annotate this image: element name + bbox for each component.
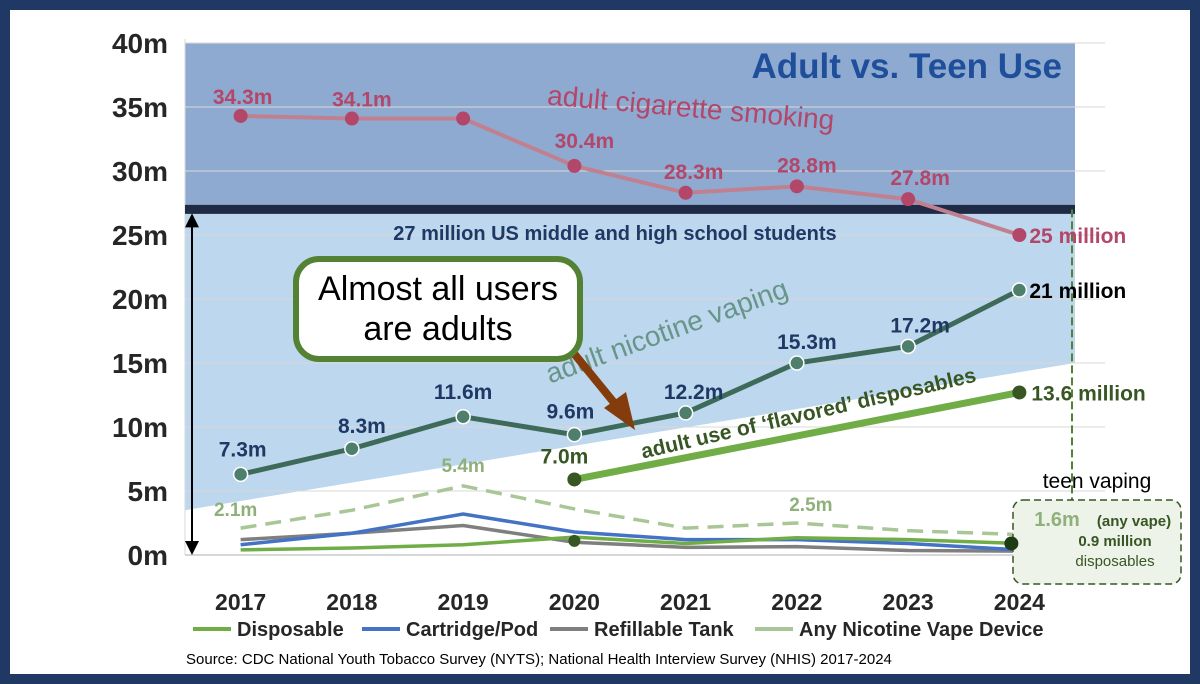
- adult-vaping-data-label: 17.2m: [890, 314, 950, 337]
- adult-vaping-data-label: 8.3m: [338, 415, 386, 438]
- adult-vaping-data-label: 21 million: [1029, 280, 1126, 303]
- adult-vaping-point: [232, 466, 249, 483]
- y-tick-label: 20m: [112, 284, 168, 315]
- adult-vaping-data-label: 12.2m: [664, 381, 724, 404]
- adult-smoking-data-label: 27.8m: [890, 167, 950, 190]
- x-tick-label: 2022: [771, 589, 822, 615]
- chart-frame: 0m 5m 10m 15m 20m 25m 30m 35m 40m 2017 2018 2019 202…: [10, 10, 1190, 674]
- x-tick-label: 2024: [994, 589, 1045, 615]
- adult-smoking-point: [456, 111, 471, 126]
- chart-svg: 0m 5m 10m 15m 20m 25m 30m 35m 40m 2017 2018 2019 202…: [112, 28, 1182, 641]
- x-tick-label: 2020: [549, 589, 600, 615]
- adult-smoking-point: [901, 192, 916, 207]
- any-vape-data-label: 5.4m: [441, 456, 484, 477]
- x-tick-label: 2018: [326, 589, 377, 615]
- y-tick-label: 10m: [112, 412, 168, 443]
- legend-label: Refillable Tank: [594, 619, 735, 641]
- y-tick-label: 25m: [112, 220, 168, 251]
- x-tick-label: 2021: [660, 589, 711, 615]
- adult-smoking-point: [344, 111, 359, 126]
- legend-label: Disposable: [237, 619, 344, 641]
- adult-smoking-point: [567, 158, 582, 173]
- students-label: 27 million US middle and high school stu…: [393, 223, 836, 245]
- any-vape-data-label: 1.6m: [1034, 509, 1080, 531]
- adult-smoking-point: [1012, 228, 1027, 242]
- adult-smoking-point: [678, 185, 693, 200]
- range-arrow-head-top: [185, 213, 199, 228]
- flavored-disposables-point: [567, 472, 582, 487]
- teen-vaping-box: [1012, 499, 1182, 585]
- legend-label: Any Nicotine Vape Device: [799, 619, 1044, 641]
- flavored-disposables-data-label: 13.6 million: [1031, 382, 1145, 405]
- adult-smoking-data-label: 30.4m: [555, 130, 615, 153]
- x-tick-label: 2017: [215, 589, 266, 615]
- adult-vaping-point: [900, 338, 916, 355]
- adult-vaping-data-label: 9.6m: [546, 401, 594, 424]
- disposable-data-label: disposables: [1075, 553, 1154, 570]
- adult-vaping-data-label: 7.3m: [219, 438, 267, 461]
- range-arrow-head-bottom: [185, 541, 199, 555]
- adult-vaping-point: [677, 405, 694, 421]
- disposable-point: [568, 534, 581, 547]
- any-vape-data-label: 2.1m: [214, 500, 257, 521]
- series-line-refillable-tank: [240, 523, 1020, 553]
- y-tick-label: 15m: [112, 348, 168, 379]
- disposable-point: [1004, 536, 1019, 551]
- adult-smoking-data-label: 34.1m: [332, 89, 392, 112]
- callout-box: Almost all users are adults: [293, 256, 583, 362]
- any-vape-tag: (any vape): [1097, 513, 1171, 530]
- adult-vaping-data-label: 15.3m: [777, 331, 837, 354]
- disposable-data-label: 0.9 million: [1078, 533, 1151, 550]
- series-line-flavored-disposables: [573, 389, 1021, 483]
- any-vape-data-label: 2.5m: [789, 495, 832, 516]
- y-tick-label: 40m: [112, 28, 168, 59]
- adult-vaping-point: [455, 409, 471, 425]
- adult-smoking-point: [233, 108, 248, 123]
- adult-smoking-data-label: 34.3m: [213, 86, 273, 109]
- adult-vaping-data-label: 11.6m: [434, 381, 492, 404]
- legend-label: Cartridge/Pod: [406, 619, 538, 641]
- source-note: Source: CDC National Youth Tobacco Surve…: [186, 651, 892, 668]
- x-tick-label: 2019: [438, 589, 489, 615]
- flavored-disposables-data-label: 7.0m: [540, 445, 588, 468]
- series-line-disposable: [240, 535, 1020, 552]
- adult-vaping-point: [344, 441, 360, 457]
- teen-vaping-label: teen vaping: [1043, 470, 1152, 493]
- adult-smoking-data-label: 28.3m: [664, 161, 724, 184]
- adult-vaping-point: [566, 426, 583, 443]
- y-tick-label: 35m: [112, 92, 168, 123]
- adult-vaping-point: [1011, 282, 1028, 298]
- adult-smoking-data-label: 28.8m: [777, 154, 837, 177]
- adult-smoking-point: [789, 179, 804, 194]
- flavored-disposables-point: [1012, 385, 1027, 400]
- chart-title: Adult vs. Teen Use: [751, 47, 1062, 86]
- series-line-any-vape-device: [240, 484, 1020, 537]
- series-line-cartridge-pod: [240, 512, 1020, 552]
- y-tick-label: 0m: [128, 540, 168, 571]
- callout-text: Almost all users are adults: [318, 270, 558, 348]
- adult-smoking-data-label: 25 million: [1029, 225, 1126, 248]
- y-tick-label: 5m: [128, 476, 168, 507]
- series-line-adult-smoking: [240, 113, 1020, 237]
- adult-vaping-point: [789, 355, 805, 371]
- y-tick-label: 30m: [112, 156, 168, 187]
- callout-arrow-head: [604, 392, 635, 430]
- smoking-band: [185, 43, 1075, 210]
- x-tick-label: 2023: [883, 589, 934, 615]
